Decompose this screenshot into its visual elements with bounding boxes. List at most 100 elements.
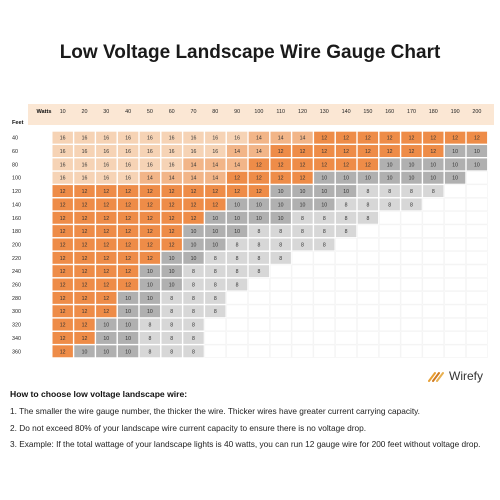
gauge-cell xyxy=(182,251,205,265)
column-label: 40 xyxy=(125,109,131,115)
gauge-cell xyxy=(422,171,445,185)
gauge-value: 8 xyxy=(323,216,326,222)
gauge-cell xyxy=(139,331,161,345)
gauge-cell xyxy=(226,291,248,305)
gauge-cell xyxy=(117,277,139,292)
gauge-value: 8 xyxy=(279,256,282,262)
gauge-cell xyxy=(139,264,161,278)
gauge-value: 16 xyxy=(103,136,109,142)
column-label: 170 xyxy=(407,109,416,115)
gauge-cell xyxy=(160,277,183,292)
gauge-value: 12 xyxy=(452,136,458,142)
gauge-cell xyxy=(400,277,423,292)
gauge-cell xyxy=(226,317,248,332)
gauge-value: 8 xyxy=(388,202,391,208)
gauge-cell xyxy=(182,211,205,225)
gauge-value: 12 xyxy=(278,149,284,155)
gauge-cell xyxy=(313,171,336,185)
gauge-value: 10 xyxy=(82,349,88,355)
gauge-value: 14 xyxy=(234,162,240,168)
gauge-cell xyxy=(73,331,96,345)
gauge-value: 16 xyxy=(60,162,66,168)
gauge-value: 12 xyxy=(60,189,66,195)
gauge-value: 12 xyxy=(82,216,88,222)
gauge-cell xyxy=(291,277,314,292)
gauge-cell xyxy=(73,344,96,358)
gauge-cell xyxy=(313,211,336,225)
gauge-cell xyxy=(226,251,248,265)
gauge-cell xyxy=(335,304,357,318)
gauge-cell xyxy=(444,197,466,211)
column-label: 160 xyxy=(385,109,394,115)
gauge-value: 10 xyxy=(234,202,240,208)
gauge-cell xyxy=(269,171,292,185)
column-label: 70 xyxy=(191,109,197,115)
gauge-value: 8 xyxy=(366,189,369,195)
gauge-cell xyxy=(160,224,183,238)
gauge-cell xyxy=(160,144,183,158)
gauge-cell xyxy=(378,291,401,305)
gauge-cell xyxy=(291,251,314,265)
gauge-value: 8 xyxy=(192,296,195,302)
gauge-cell xyxy=(357,291,379,305)
gauge-value: 8 xyxy=(214,296,217,302)
gauge-value: 12 xyxy=(60,216,66,222)
gauge-cell xyxy=(95,157,118,171)
gauge-value: 14 xyxy=(191,176,197,182)
gauge-cell xyxy=(139,304,161,318)
gauge-cell xyxy=(422,304,445,318)
gauge-value: 8 xyxy=(279,242,282,248)
gauge-cell xyxy=(226,184,248,198)
gauge-value: 12 xyxy=(125,242,131,248)
gauge-value: 8 xyxy=(170,336,173,342)
row-header-feet: Feet xyxy=(12,120,24,126)
gauge-value: 12 xyxy=(387,149,393,155)
gauge-cell xyxy=(226,237,248,252)
gauge-value: 8 xyxy=(345,202,348,208)
gauge-cell xyxy=(139,184,161,198)
gauge-cell xyxy=(291,131,314,145)
gauge-value: 8 xyxy=(148,336,151,342)
gauge-value: 10 xyxy=(103,336,109,342)
gauge-value: 12 xyxy=(125,189,131,195)
row-label: 360 xyxy=(12,349,21,355)
gauge-value: 8 xyxy=(410,202,413,208)
gauge-value: 10 xyxy=(387,176,393,182)
gauge-value: 8 xyxy=(214,269,217,275)
gauge-cell xyxy=(291,224,314,238)
gauge-value: 16 xyxy=(82,136,88,142)
gauge-cell xyxy=(248,277,270,292)
gauge-value: 8 xyxy=(279,229,282,235)
gauge-value: 12 xyxy=(409,136,415,142)
gauge-value: 16 xyxy=(82,176,88,182)
gauge-value: 12 xyxy=(365,149,371,155)
gauge-cell xyxy=(422,317,445,332)
gauge-cell xyxy=(357,144,379,158)
gauge-cell xyxy=(51,344,74,358)
gauge-cell xyxy=(160,211,183,225)
gauge-cell xyxy=(51,144,74,158)
gauge-cell xyxy=(204,197,227,211)
howto-heading: How to choose low voltage landscape wire… xyxy=(10,389,188,399)
gauge-cell xyxy=(117,304,139,318)
gauge-cell xyxy=(400,157,423,171)
gauge-cell xyxy=(378,184,401,198)
gauge-value: 16 xyxy=(82,149,88,155)
gauge-cell xyxy=(160,317,183,332)
column-label: 200 xyxy=(472,109,481,115)
gauge-cell xyxy=(400,224,423,238)
gauge-value: 10 xyxy=(452,176,458,182)
gauge-cell xyxy=(269,291,292,305)
gauge-value: 10 xyxy=(278,202,284,208)
gauge-cell xyxy=(226,224,248,238)
gauge-value: 10 xyxy=(321,189,327,195)
gauge-value: 10 xyxy=(169,269,175,275)
gauge-cell xyxy=(313,197,336,211)
gauge-cell xyxy=(466,197,488,211)
gauge-value: 12 xyxy=(125,202,131,208)
row-label: 260 xyxy=(12,283,21,289)
column-label: 130 xyxy=(320,109,329,115)
gauge-cell xyxy=(291,317,314,332)
gauge-cell xyxy=(378,277,401,292)
gauge-cell xyxy=(269,131,292,145)
